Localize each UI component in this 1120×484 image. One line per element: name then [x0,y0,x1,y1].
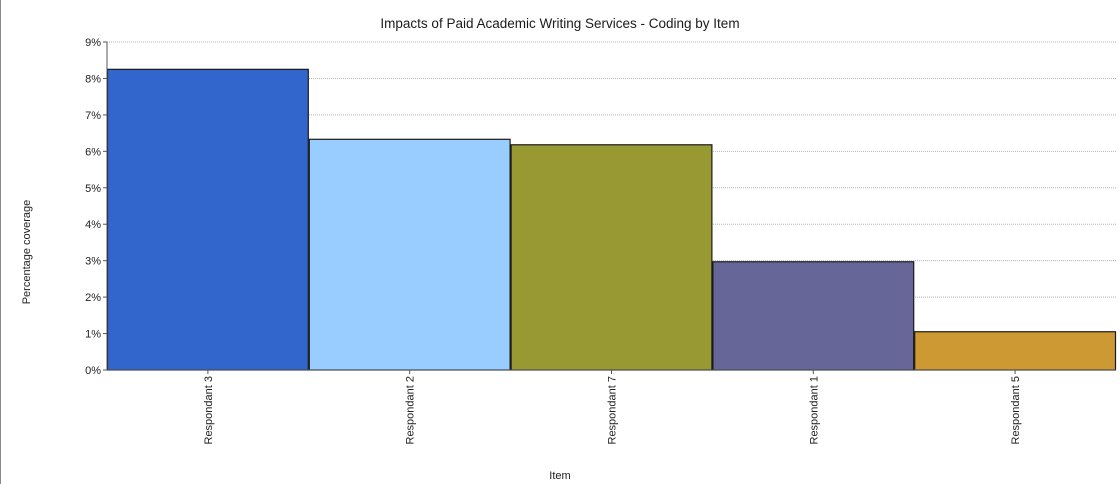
bars [106,68,1117,371]
bar-respondant-3 [106,68,309,371]
y-tick-label: 0% [85,365,101,377]
x-tick-label: Respondant 5 [1010,376,1022,445]
y-tick-label: 5% [85,183,101,195]
y-tick-label: 9% [85,37,101,49]
x-axis-label: Item [549,470,571,482]
y-tick-label: 2% [85,292,101,304]
y-tick-label: 8% [85,73,101,85]
x-tick-label: Respondant 7 [607,376,619,445]
bar-respondant-5 [914,331,1117,371]
chart-title: Impacts of Paid Academic Writing Service… [380,16,740,31]
y-tick-label: 7% [85,110,101,122]
x-tick-label: Respondant 3 [203,376,215,445]
y-tick-label: 4% [85,219,101,231]
x-tick-labels: Respondant 3 Respondant 2 Respondant 7 Resp… [203,376,1022,445]
x-tick-label: Respondant 1 [808,376,820,445]
y-tick-label: 3% [85,256,101,268]
frame-left-border [0,0,1,484]
x-tick-label: Respondant 2 [405,376,417,445]
axes [103,41,1116,374]
bar-respondant-1 [712,261,915,371]
y-tick-label: 1% [85,329,101,341]
bar-respondant-7 [510,144,713,371]
bar-respondant-2 [308,138,511,371]
y-tick-labels: 0% 1% 2% 3% 4% 5% 6% 7% 8% 9% [85,37,101,377]
y-tick-label: 6% [85,146,101,158]
